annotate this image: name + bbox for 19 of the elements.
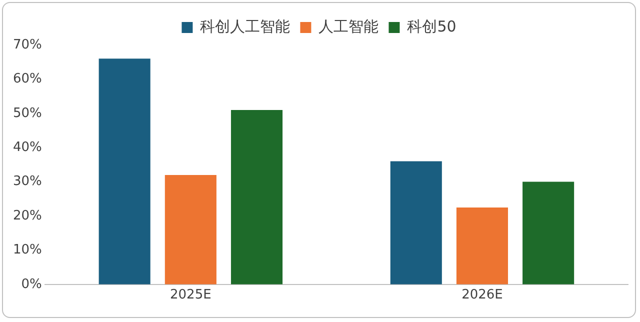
legend-label: 科创50 — [407, 17, 456, 36]
bar — [522, 182, 574, 284]
legend-label: 科创人工智能 — [200, 17, 290, 36]
bar — [390, 161, 442, 284]
bar — [164, 174, 216, 284]
x-tick-label: 2025E — [170, 288, 212, 303]
y-tick-label: 40% — [12, 140, 42, 155]
x-tick-label: 2026E — [462, 288, 503, 303]
y-tick-label: 60% — [12, 72, 42, 87]
y-tick-label: 20% — [12, 208, 42, 224]
y-tick-label: 0% — [21, 276, 42, 292]
bar — [230, 110, 283, 284]
y-tick-label: 50% — [12, 106, 42, 121]
y-tick-label: 10% — [12, 242, 42, 258]
bar — [456, 207, 508, 284]
legend-label: 人工智能 — [318, 17, 379, 36]
bar — [98, 58, 150, 284]
y-tick-label: 30% — [12, 174, 42, 190]
y-tick-label: 70% — [12, 37, 42, 52]
